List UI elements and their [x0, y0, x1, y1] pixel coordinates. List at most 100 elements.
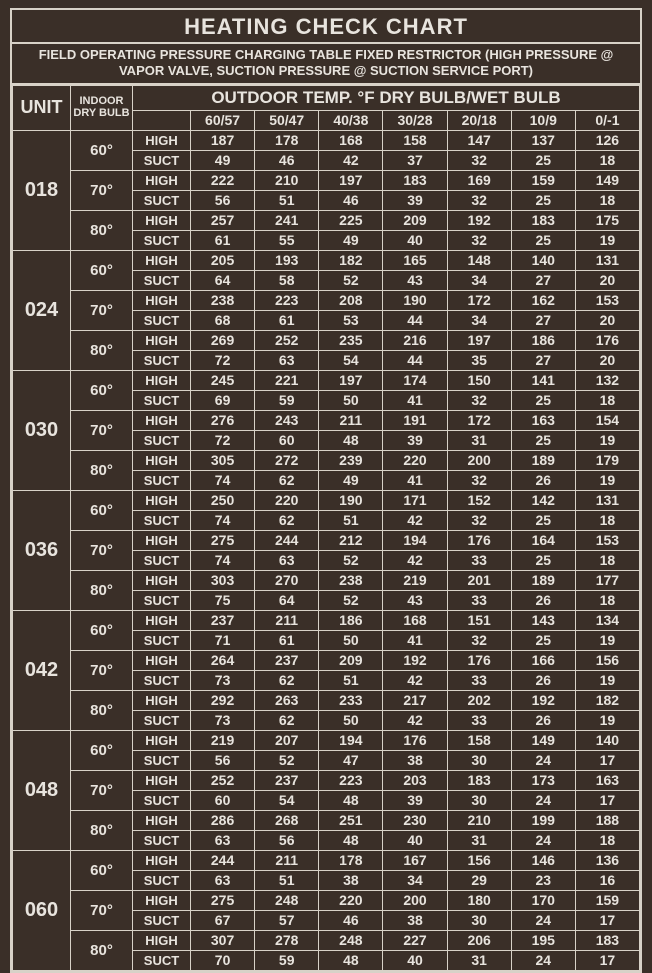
value-cell: 177	[575, 570, 639, 590]
value-cell: 194	[319, 730, 383, 750]
table-row: 80°HIGH305272239220200189179	[13, 450, 640, 470]
value-cell: 25	[511, 150, 575, 170]
value-cell: 68	[191, 310, 255, 330]
table-row: 04860°HIGH219207194176158149140	[13, 730, 640, 750]
pressure-type-cell: SUCT	[133, 470, 191, 490]
value-cell: 152	[447, 490, 511, 510]
value-cell: 56	[255, 830, 319, 850]
pressure-type-cell: HIGH	[133, 250, 191, 270]
value-cell: 143	[511, 610, 575, 630]
value-cell: 52	[319, 270, 383, 290]
value-cell: 51	[319, 510, 383, 530]
value-cell: 209	[319, 650, 383, 670]
table-row: 03060°HIGH245221197174150141132	[13, 370, 640, 390]
value-cell: 20	[575, 310, 639, 330]
value-cell: 269	[191, 330, 255, 350]
value-cell: 169	[447, 170, 511, 190]
pressure-type-cell: SUCT	[133, 310, 191, 330]
value-cell: 237	[255, 770, 319, 790]
unit-cell: 036	[13, 490, 71, 610]
pressure-type-cell: SUCT	[133, 150, 191, 170]
table-row: 70°HIGH252237223203183173163	[13, 770, 640, 790]
value-cell: 23	[511, 870, 575, 890]
value-cell: 72	[191, 350, 255, 370]
value-cell: 35	[447, 350, 511, 370]
value-cell: 27	[511, 310, 575, 330]
table-row: 70°HIGH222210197183169159149	[13, 170, 640, 190]
value-cell: 70	[191, 950, 255, 970]
value-cell: 25	[511, 230, 575, 250]
value-cell: 132	[575, 370, 639, 390]
value-cell: 192	[383, 650, 447, 670]
pressure-type-cell: HIGH	[133, 210, 191, 230]
value-cell: 210	[447, 810, 511, 830]
pressure-type-cell: HIGH	[133, 650, 191, 670]
value-cell: 25	[511, 430, 575, 450]
indoor-temp-cell: 80°	[71, 810, 133, 850]
value-cell: 60	[191, 790, 255, 810]
outdoor-col: 30/28	[383, 110, 447, 130]
value-cell: 32	[447, 190, 511, 210]
value-cell: 233	[319, 690, 383, 710]
value-cell: 159	[511, 170, 575, 190]
value-cell: 162	[511, 290, 575, 310]
value-cell: 50	[319, 630, 383, 650]
value-cell: 153	[575, 290, 639, 310]
value-cell: 199	[511, 810, 575, 830]
value-cell: 49	[191, 150, 255, 170]
unit-cell: 024	[13, 250, 71, 370]
indoor-temp-cell: 80°	[71, 930, 133, 970]
value-cell: 19	[575, 470, 639, 490]
value-cell: 272	[255, 450, 319, 470]
value-cell: 172	[447, 290, 511, 310]
value-cell: 137	[511, 130, 575, 150]
value-cell: 146	[511, 850, 575, 870]
value-cell: 52	[319, 590, 383, 610]
value-cell: 200	[383, 890, 447, 910]
value-cell: 176	[383, 730, 447, 750]
pressure-type-cell: SUCT	[133, 910, 191, 930]
indoor-temp-cell: 70°	[71, 290, 133, 330]
pressure-type-cell: HIGH	[133, 530, 191, 550]
indoor-temp-cell: 60°	[71, 250, 133, 290]
pressure-type-cell: HIGH	[133, 410, 191, 430]
value-cell: 74	[191, 550, 255, 570]
value-cell: 40	[383, 950, 447, 970]
value-cell: 44	[383, 310, 447, 330]
outdoor-col: 0/-1	[575, 110, 639, 130]
header-unit: UNIT	[13, 85, 71, 130]
value-cell: 16	[575, 870, 639, 890]
value-cell: 69	[191, 390, 255, 410]
value-cell: 175	[575, 210, 639, 230]
value-cell: 38	[319, 870, 383, 890]
value-cell: 40	[383, 230, 447, 250]
value-cell: 51	[255, 870, 319, 890]
value-cell: 51	[255, 190, 319, 210]
value-cell: 211	[255, 610, 319, 630]
value-cell: 73	[191, 710, 255, 730]
heating-check-chart: HEATING CHECK CHART FIELD OPERATING PRES…	[10, 8, 642, 973]
value-cell: 59	[255, 390, 319, 410]
value-cell: 34	[447, 270, 511, 290]
pressure-type-cell: HIGH	[133, 690, 191, 710]
value-cell: 48	[319, 790, 383, 810]
value-cell: 39	[383, 190, 447, 210]
pressure-type-cell: SUCT	[133, 790, 191, 810]
indoor-temp-cell: 70°	[71, 770, 133, 810]
value-cell: 25	[511, 190, 575, 210]
value-cell: 209	[383, 210, 447, 230]
value-cell: 62	[255, 710, 319, 730]
value-cell: 183	[383, 170, 447, 190]
chart-subtitle: FIELD OPERATING PRESSURE CHARGING TABLE …	[12, 44, 640, 85]
outdoor-col: 20/18	[447, 110, 511, 130]
header-indoor: INDOOR DRY BULB	[71, 85, 133, 130]
value-cell: 71	[191, 630, 255, 650]
value-cell: 220	[383, 450, 447, 470]
value-cell: 183	[511, 210, 575, 230]
value-cell: 38	[383, 910, 447, 930]
value-cell: 24	[511, 790, 575, 810]
value-cell: 191	[383, 410, 447, 430]
value-cell: 270	[255, 570, 319, 590]
value-cell: 197	[319, 370, 383, 390]
indoor-temp-cell: 60°	[71, 730, 133, 770]
